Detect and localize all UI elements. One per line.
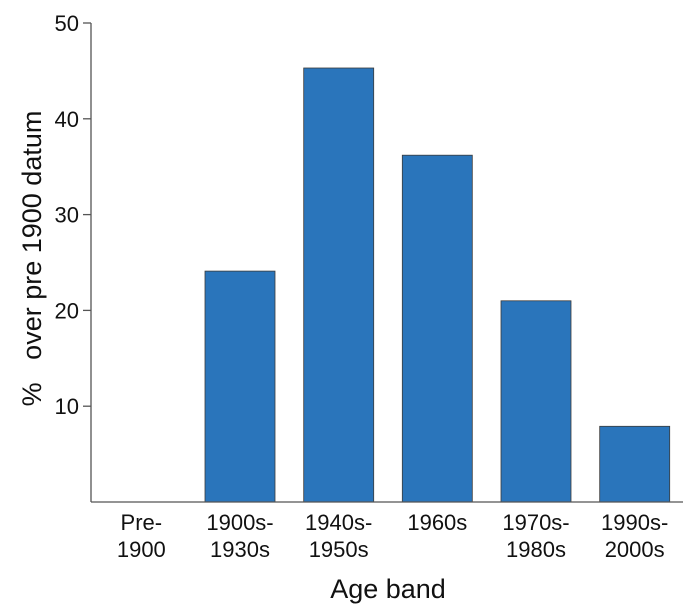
x-axis-title: Age band xyxy=(330,574,446,604)
x-tick-label: 1940s-1950s xyxy=(305,510,372,562)
y-tick-label: 30 xyxy=(55,203,79,228)
y-tick-label: 40 xyxy=(55,107,79,132)
axes-group xyxy=(90,23,683,503)
x-tick-label: 1990s-2000s xyxy=(601,510,668,562)
bar-1 xyxy=(204,270,276,503)
x-tick-label: 1900s-1930s xyxy=(206,510,273,562)
x-ticks-group: Pre-1900 1900s-1930s 1940s-1950s 1960s 1970s… xyxy=(117,510,668,562)
y-tick-label: 50 xyxy=(55,11,79,36)
bar-4 xyxy=(500,300,572,503)
y-ticks-group: 10 20 30 40 50 xyxy=(55,11,91,419)
bar-5 xyxy=(599,425,671,503)
x-tick-label: Pre-1900 xyxy=(117,510,166,562)
y-tick-label: 10 xyxy=(55,394,79,419)
y-tick-label: 20 xyxy=(55,298,79,323)
y-axis-title: % over pre 1900 datum xyxy=(17,111,47,407)
x-tick-label: 1970s-1980s xyxy=(502,510,569,562)
x-tick-label: 1960s xyxy=(407,510,467,535)
bar-2 xyxy=(303,67,375,503)
bar-3 xyxy=(401,154,473,503)
bars-group xyxy=(204,67,671,503)
